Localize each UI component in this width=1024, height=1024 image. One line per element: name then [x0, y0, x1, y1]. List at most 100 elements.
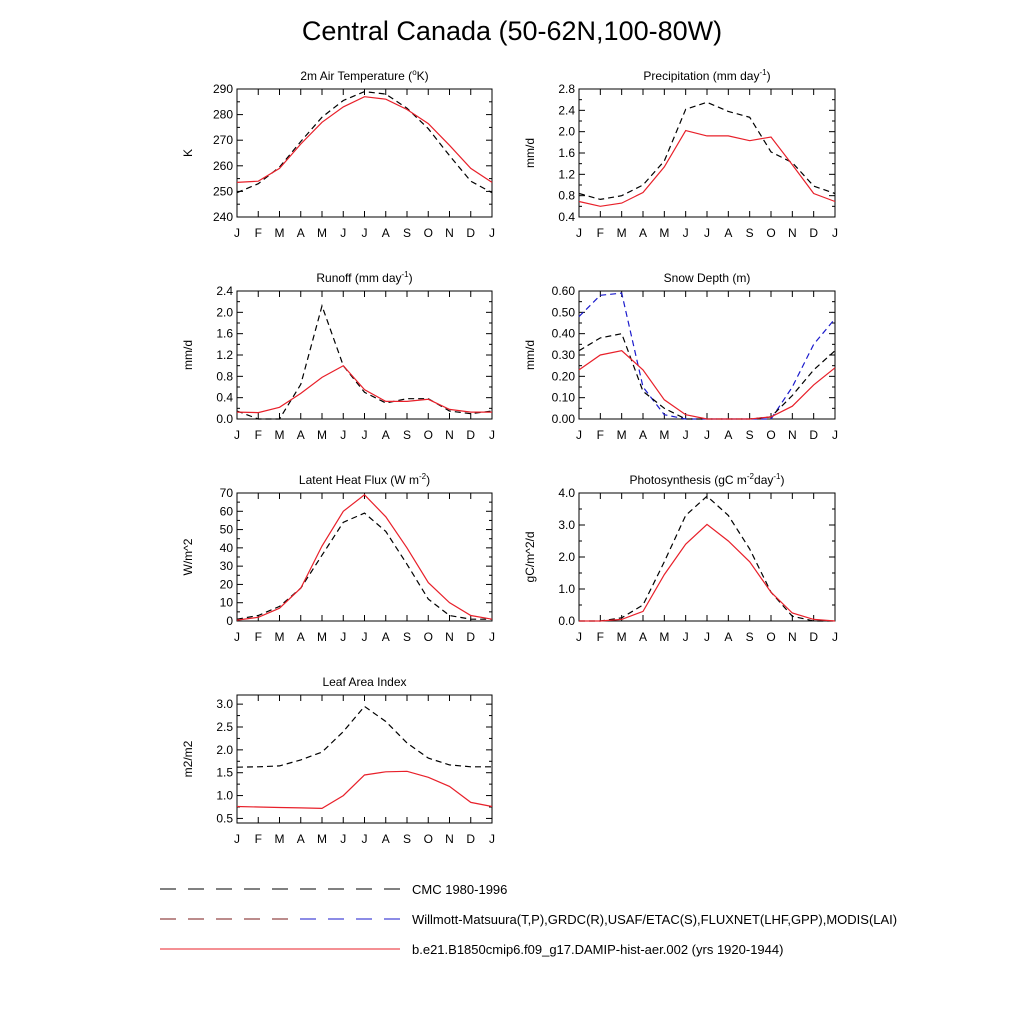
x-tick-label: J [683, 226, 689, 240]
series-line-obs [578, 333, 836, 420]
series-line-cmc [578, 292, 836, 420]
y-tick-label: 10 [220, 596, 234, 610]
panel-frame [578, 290, 836, 420]
panel-frame [236, 88, 493, 218]
y-tick-label: 3.0 [558, 518, 575, 532]
y-tick-label: 0.60 [552, 284, 576, 298]
panel-6: Photosynthesis (gC m-2day-1) 0.0 1.0 2.0 3.0… [523, 472, 838, 644]
series-line-obs [579, 495, 835, 622]
x-tick-label: N [445, 428, 454, 442]
x-tick-label: J [704, 226, 710, 240]
panel-frame [236, 290, 493, 420]
series-line-obs [236, 705, 492, 768]
y-tick-label: 4.0 [558, 486, 575, 500]
y-axis-label: mm/d [523, 138, 537, 168]
y-tick-label: 1.0 [558, 582, 575, 596]
x-tick-label: A [297, 226, 305, 240]
y-tick-label: 0.8 [216, 369, 233, 383]
x-tick-label: O [424, 428, 433, 442]
x-tick-label: O [424, 832, 433, 846]
x-tick-label: M [317, 226, 327, 240]
panel-4: Snow Depth (m) 0.00 0.10 0.20 0.30 0.40 0.50 0.… [523, 271, 838, 442]
panel-2: Precipitation (mm day-1) 0.4 0.8 1.2 1.6 2.0 2… [523, 68, 838, 240]
x-tick-label: O [766, 226, 775, 240]
x-tick-label: A [382, 630, 390, 644]
x-tick-label: J [576, 226, 582, 240]
x-tick-label: O [766, 428, 775, 442]
y-tick-label: 0.4 [216, 391, 233, 405]
legend-label-1: CMC 1980-1996 [412, 882, 507, 897]
y-axis-label: K [181, 149, 195, 157]
y-tick-label: 2.5 [216, 720, 233, 734]
x-tick-label: J [362, 832, 368, 846]
x-tick-label: D [809, 226, 818, 240]
series-line-model [236, 493, 493, 621]
y-tick-label: 20 [220, 577, 234, 591]
series-line-obs [578, 101, 836, 201]
x-tick-label: A [724, 630, 732, 644]
x-tick-label: A [297, 428, 305, 442]
panel-frame [578, 492, 836, 622]
panel-frame [236, 694, 493, 824]
panel-title: Leaf Area Index [322, 675, 406, 689]
x-tick-label: A [724, 226, 732, 240]
x-tick-label: F [255, 428, 262, 442]
legend-label-2: Willmott-Matsuura(T,P),GRDC(R),USAF/ETAC… [412, 912, 897, 927]
x-tick-label: A [382, 226, 390, 240]
x-tick-label: A [297, 832, 305, 846]
x-tick-label: A [639, 226, 647, 240]
x-tick-label: J [576, 428, 582, 442]
y-tick-label: 0.5 [216, 811, 233, 825]
y-tick-label: 1.6 [216, 327, 233, 341]
x-tick-label: J [489, 226, 495, 240]
x-tick-label: F [255, 630, 262, 644]
x-tick-label: J [340, 428, 346, 442]
panel-title: Runoff (mm day-1) [316, 270, 412, 285]
x-tick-label: M [617, 630, 627, 644]
series-line-model [236, 364, 492, 414]
legend-label-3: b.e21.B1850cmip6.f09_g17.DAMIP-hist-aer.… [412, 942, 783, 957]
x-tick-label: J [576, 630, 582, 644]
x-tick-label: S [403, 226, 411, 240]
panel-3: Runoff (mm day-1) 0.0 0.4 0.8 1.2 1.6 2.0 2.4 J F… [181, 270, 495, 442]
y-tick-label: 250 [213, 184, 233, 198]
x-tick-label: S [746, 428, 754, 442]
x-tick-label: F [597, 226, 604, 240]
series-line-model [578, 350, 836, 420]
y-tick-label: 240 [213, 210, 233, 224]
panel-1: 2m Air Temperature (oK) 240 250 260 270 280 29… [181, 68, 495, 240]
y-tick-label: 3.0 [216, 697, 233, 711]
y-tick-label: 0.20 [552, 369, 576, 383]
x-tick-label: J [234, 832, 240, 846]
x-tick-label: D [466, 226, 475, 240]
x-tick-label: J [683, 428, 689, 442]
y-tick-label: 0 [226, 614, 233, 628]
x-tick-label: S [403, 630, 411, 644]
y-tick-label: 0.30 [552, 348, 576, 362]
y-tick-label: 0.8 [558, 189, 575, 203]
x-tick-label: J [489, 630, 495, 644]
y-tick-label: 70 [220, 486, 234, 500]
x-tick-label: M [275, 226, 285, 240]
y-tick-label: 0.10 [552, 391, 576, 405]
x-tick-label: F [255, 226, 262, 240]
x-tick-label: M [275, 832, 285, 846]
x-tick-label: N [788, 226, 797, 240]
series-line-obs [236, 303, 493, 420]
x-tick-label: D [466, 832, 475, 846]
y-tick-label: 260 [213, 159, 233, 173]
y-tick-label: 2.0 [558, 125, 575, 139]
x-tick-label: J [489, 832, 495, 846]
y-tick-label: 0.0 [216, 412, 233, 426]
y-tick-label: 270 [213, 133, 233, 147]
x-tick-label: A [382, 428, 390, 442]
y-tick-label: 0.50 [552, 305, 576, 319]
x-tick-label: D [466, 428, 475, 442]
x-tick-label: O [766, 630, 775, 644]
y-tick-label: 1.2 [558, 167, 575, 181]
x-tick-label: A [724, 428, 732, 442]
panel-5: Latent Heat Flux (W m-2) 0 10 20 30 40 50 60 70 J… [181, 472, 495, 644]
y-tick-label: 2.4 [216, 284, 233, 298]
